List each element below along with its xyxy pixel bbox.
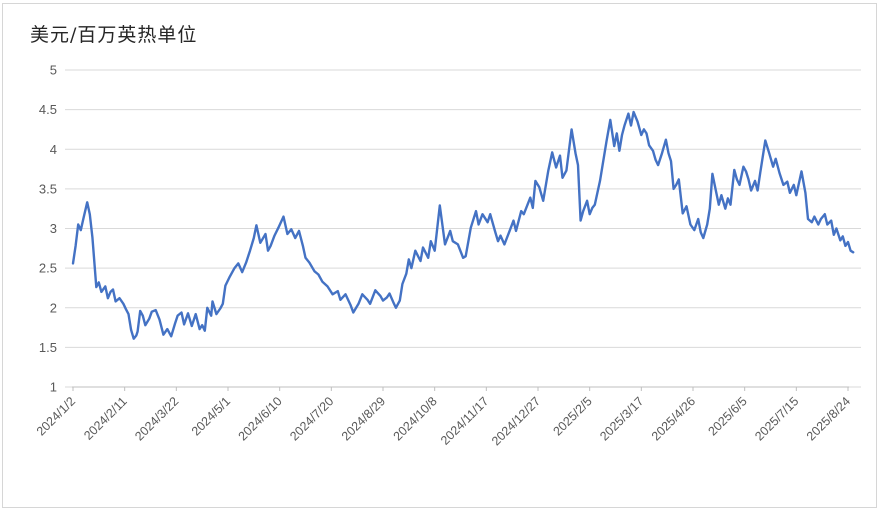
x-axis-tick-label: 2024/6/10 <box>236 394 285 443</box>
x-axis-tick-label: 2025/6/5 <box>705 394 749 438</box>
y-axis-tick-label: 5 <box>50 63 57 78</box>
x-axis-tick-label: 2025/8/24 <box>804 394 853 443</box>
price-line <box>71 110 855 340</box>
x-axis-tick-label: 2025/7/15 <box>752 394 801 443</box>
y-axis-tick-label: 3.5 <box>39 181 57 196</box>
x-axis-tick-label: 2024/1/2 <box>34 394 78 438</box>
x-axis-tick-label: 2025/3/17 <box>597 394 646 443</box>
x-axis-tick-label: 2025/4/26 <box>649 394 698 443</box>
x-axis-tick-label: 2024/11/17 <box>438 394 492 448</box>
x-axis-tick-label: 2024/10/8 <box>391 394 440 443</box>
chart-frame <box>2 3 877 508</box>
y-axis-tick-label: 2 <box>50 300 57 315</box>
x-axis-tick-label: 2025/2/5 <box>550 394 594 438</box>
y-axis-tick-label: 2.5 <box>39 261 57 276</box>
y-axis-tick-label: 1 <box>50 380 57 395</box>
x-axis-tick-label: 2024/12/27 <box>489 394 543 448</box>
x-axis-tick-label: 2024/2/11 <box>81 394 130 443</box>
y-axis-tick-label: 1.5 <box>39 340 57 355</box>
x-axis-tick-label: 2024/7/20 <box>287 394 336 443</box>
x-axis-tick-label: 2024/3/22 <box>132 394 181 443</box>
x-axis-tick-label: 2024/5/1 <box>189 394 233 438</box>
y-axis-tick-label: 4.5 <box>39 102 57 117</box>
x-axis-tick-label: 2024/8/29 <box>339 394 388 443</box>
y-axis-tick-label: 4 <box>50 142 57 157</box>
chart-title: 美元/百万英热单位 <box>30 24 198 46</box>
y-axis-tick-label: 3 <box>50 221 57 236</box>
